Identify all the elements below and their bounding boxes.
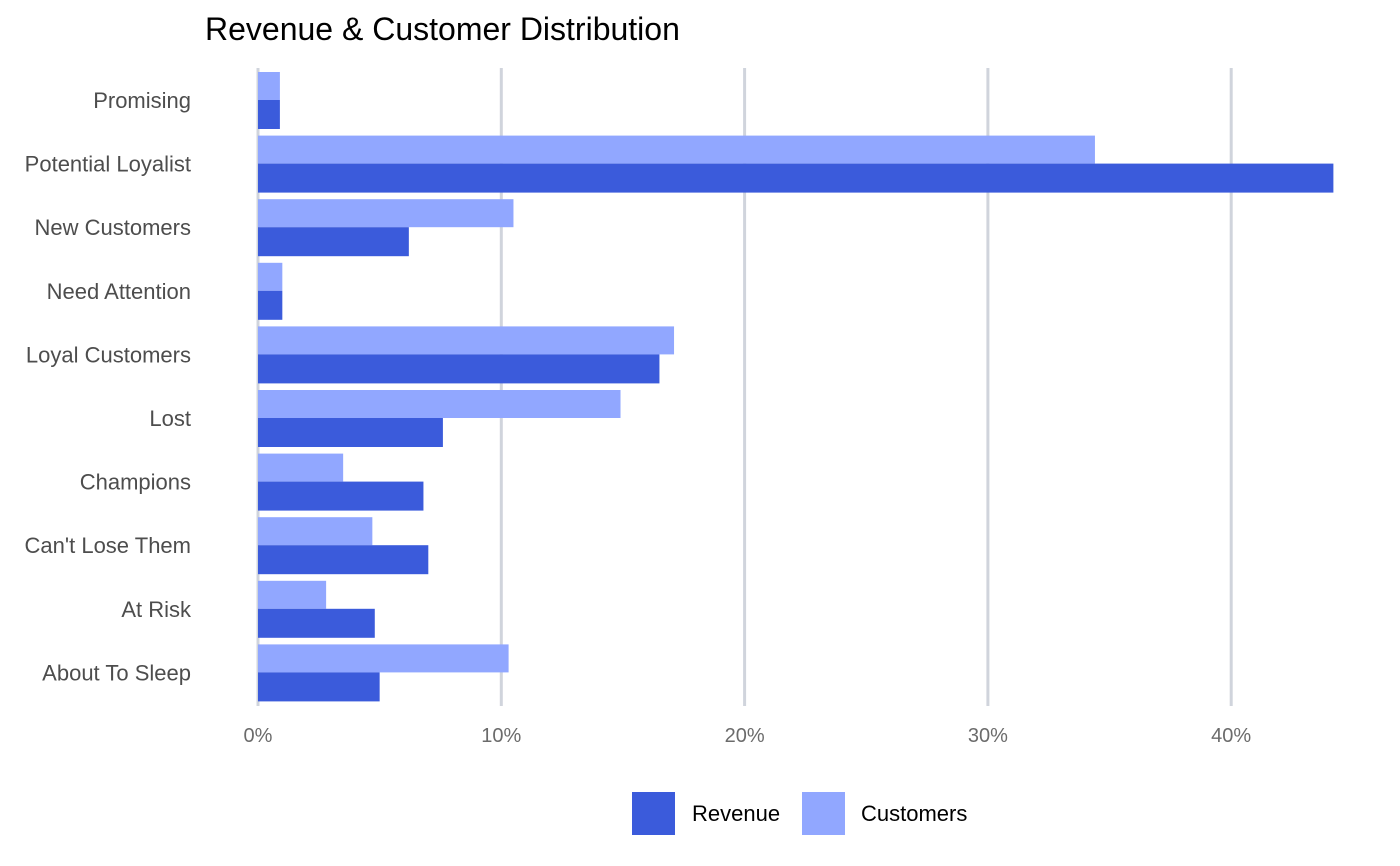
- bar-customers: [258, 517, 373, 546]
- legend-key-customers: [802, 792, 845, 835]
- bar-customers: [258, 580, 327, 609]
- bar-revenue: [258, 100, 280, 129]
- x-tick-label: 20%: [725, 725, 765, 747]
- category-label: Can't Lose Them: [25, 533, 191, 558]
- category-label: Lost: [149, 406, 191, 431]
- legend-label-revenue: Revenue: [692, 801, 780, 826]
- bar-customers: [258, 72, 280, 100]
- bar-revenue: [258, 418, 443, 447]
- bars: [258, 72, 1334, 702]
- category-label: At Risk: [121, 597, 192, 622]
- bar-revenue: [258, 354, 660, 384]
- category-label: New Customers: [35, 215, 191, 240]
- category-labels: Promising Potential Loyalist New Customers…: [25, 88, 192, 685]
- category-label: About To Sleep: [42, 660, 191, 685]
- bar-revenue: [258, 608, 375, 638]
- legend-key-revenue: [632, 792, 675, 835]
- bar-revenue: [258, 227, 409, 257]
- x-tick-label: 0%: [244, 725, 273, 747]
- x-tick-label: 30%: [968, 725, 1008, 747]
- bar-customers: [258, 326, 675, 355]
- bar-revenue: [258, 290, 283, 320]
- bar-revenue: [258, 672, 380, 702]
- bar-customers: [258, 453, 344, 482]
- bar-customers: [258, 644, 509, 673]
- x-tick-label: 10%: [481, 725, 521, 747]
- category-label: Champions: [80, 470, 191, 495]
- category-label: Loyal Customers: [26, 342, 191, 367]
- category-label: Promising: [93, 88, 191, 113]
- bar-revenue: [258, 481, 424, 511]
- chart-title: Revenue & Customer Distribution: [205, 11, 680, 47]
- legend-label-customers: Customers: [861, 801, 967, 826]
- bar-customers: [258, 262, 283, 291]
- bar-customers: [258, 199, 514, 228]
- bar-customers: [258, 390, 621, 418]
- legend: Revenue Customers: [632, 792, 967, 835]
- x-tick-labels: 0% 10% 20% 30% 40%: [244, 725, 1252, 747]
- x-tick-label: 40%: [1211, 725, 1251, 747]
- bar-customers: [258, 135, 1095, 164]
- category-label: Need Attention: [47, 279, 191, 304]
- category-label: Potential Loyalist: [25, 152, 191, 177]
- bar-revenue: [258, 163, 1334, 193]
- bar-revenue: [258, 545, 429, 575]
